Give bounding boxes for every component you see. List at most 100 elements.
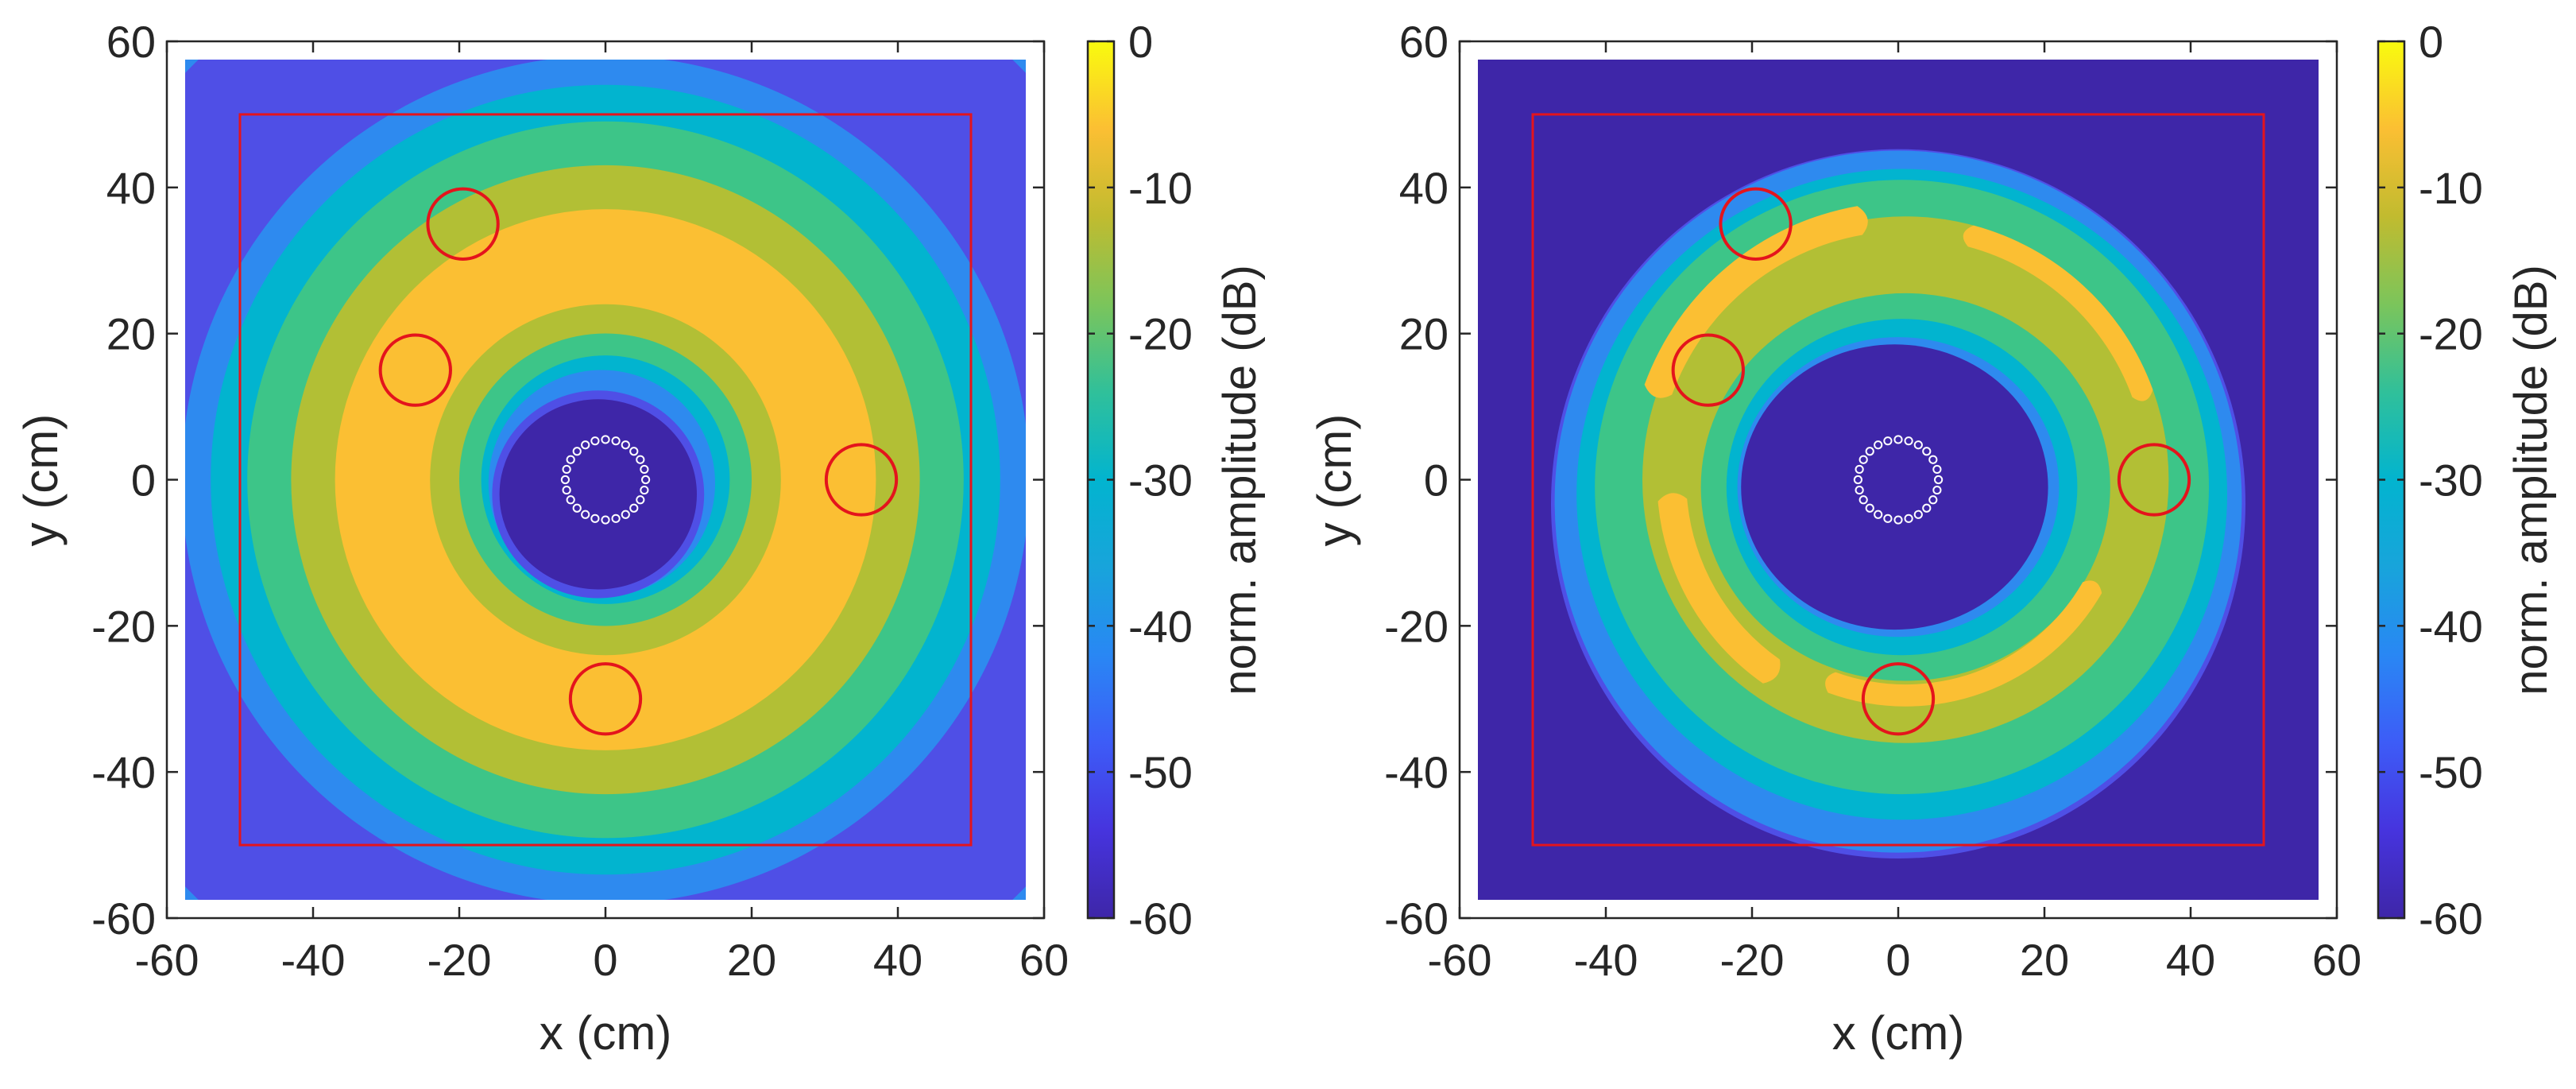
left-y-axis-label: y (cm) <box>14 414 68 547</box>
right-microphone <box>1904 513 1913 523</box>
right-x-tick-label: -60 <box>1428 935 1492 985</box>
left-y-tick-label: -40 <box>91 747 156 797</box>
right-colorbar-tick-label: -10 <box>2419 163 2483 213</box>
left-colorbar-tick-label: -10 <box>1128 163 1193 213</box>
left-x-tick-label: -40 <box>281 935 346 985</box>
right-microphone <box>1922 503 1932 513</box>
left-colorbar-tick-label: 0 <box>1128 17 1153 67</box>
left-x-tick-label: -60 <box>135 935 199 985</box>
right-swirl-band <box>1963 225 2153 401</box>
right-colorbar-ticks: 0 -10 -20 -30 -40 -50 -60 <box>2378 17 2483 944</box>
right-microphone-array <box>1853 435 1944 525</box>
left-source-marker <box>568 662 643 736</box>
right-y-tick-label: -60 <box>1384 893 1449 944</box>
right-y-tick-label: 20 <box>1399 309 1449 359</box>
right-x-tick-label: 0 <box>1886 935 1910 985</box>
right-microphone <box>1874 440 1883 450</box>
right-y-tick-label: -40 <box>1384 747 1449 797</box>
right-colorbar-tick-label: -50 <box>2419 747 2483 797</box>
right-microphone <box>1913 510 1923 519</box>
right-microphone <box>1883 436 1893 446</box>
left-colorbar-label: norm. amplitude (dB) <box>1214 265 1266 696</box>
right-y-tick-label: 0 <box>1424 455 1449 506</box>
left-microphone <box>641 475 651 485</box>
right-microphone <box>1893 515 1903 525</box>
left-colorbar-tick-label: -60 <box>1128 893 1193 944</box>
left-x-tick-label: 0 <box>593 935 617 985</box>
right-y-axis-label: y (cm) <box>1308 414 1361 547</box>
right-swirl-band <box>1825 580 2102 707</box>
left-microphone <box>562 464 571 475</box>
right-x-axis-label: x (cm) <box>1832 1006 1965 1060</box>
right-x-tick-label: -20 <box>1720 935 1785 985</box>
right-amplitude-map <box>1478 59 2319 901</box>
right-source-marker <box>2117 443 2191 517</box>
right-microphone <box>1855 485 1864 495</box>
left-colorbar-tick-label: -20 <box>1128 309 1193 359</box>
left-y-tick-label: 40 <box>106 163 156 213</box>
left-microphone <box>621 510 630 519</box>
right-overlays <box>1531 113 2265 847</box>
right-y-tick-label: -20 <box>1384 601 1449 651</box>
left-y-tick-label: 60 <box>106 17 156 67</box>
left-y-tick-label: -20 <box>91 601 156 651</box>
right-source-marker <box>1861 662 1936 736</box>
right-x-tick-label: 40 <box>2166 935 2215 985</box>
left-microphone <box>590 513 600 523</box>
left-microphone <box>566 495 575 505</box>
right-microphone <box>1865 447 1874 456</box>
right-microphone <box>1922 447 1932 456</box>
right-swirl-band <box>1644 206 1868 398</box>
right-microphone <box>1855 464 1864 475</box>
left-colorbar-tick-label: -50 <box>1128 747 1193 797</box>
left-microphone <box>611 513 621 523</box>
right-microphone <box>1904 436 1913 446</box>
right-microphone <box>1932 485 1942 495</box>
right-source-marker <box>1719 187 1793 261</box>
right-microphone <box>1883 513 1893 523</box>
left-microphone <box>590 436 600 446</box>
right-colorbar-tick-label: -30 <box>2419 455 2483 506</box>
left-x-tick-label: 20 <box>727 935 776 985</box>
right-swirl-band <box>1657 493 1781 684</box>
left-microphone <box>640 485 649 495</box>
right-microphone <box>1874 510 1883 519</box>
left-source-marker <box>378 333 452 407</box>
left-y-tick-label: 0 <box>131 455 156 506</box>
left-colorbar-ticks: 0 -10 -20 -30 -40 -50 -60 <box>1088 17 1193 944</box>
left-overlays <box>238 113 973 847</box>
left-x-axis-label: x (cm) <box>540 1006 672 1060</box>
left-x-tick-label: -20 <box>427 935 492 985</box>
right-microphone <box>1859 495 1868 505</box>
left-microphone-array <box>560 435 651 525</box>
right-x-tick-label: 60 <box>2312 935 2361 985</box>
left-microphone <box>581 440 590 450</box>
left-colorbar-tick-label: -30 <box>1128 455 1193 506</box>
left-source-marker <box>824 443 899 517</box>
left-microphone <box>636 455 645 464</box>
left-microphone <box>629 503 639 513</box>
right-microphone <box>1865 503 1874 513</box>
right-microphone <box>1934 475 1944 485</box>
right-y-tick-label: 40 <box>1399 163 1449 213</box>
right-microphone <box>1893 435 1903 444</box>
right-source-marker <box>1671 333 1745 407</box>
right-colorbar-tick-label: -60 <box>2419 893 2483 944</box>
left-microphone <box>611 436 621 446</box>
left-microphone <box>629 447 639 456</box>
left-microphone <box>581 510 590 519</box>
right-x-tick-label: -40 <box>1574 935 1638 985</box>
left-source-marker <box>426 187 500 261</box>
left-x-tick-label: 40 <box>873 935 922 985</box>
right-colorbar-tick-label: -20 <box>2419 309 2483 359</box>
left-microphone <box>572 447 582 456</box>
right-colorbar-tick-label: 0 <box>2419 17 2443 67</box>
right-contour-band <box>1741 344 2048 630</box>
left-room-outline <box>238 113 973 847</box>
left-contour-band <box>499 399 697 590</box>
left-y-tick-label: 20 <box>106 309 156 359</box>
left-microphone <box>560 475 571 485</box>
left-microphone <box>640 464 649 475</box>
